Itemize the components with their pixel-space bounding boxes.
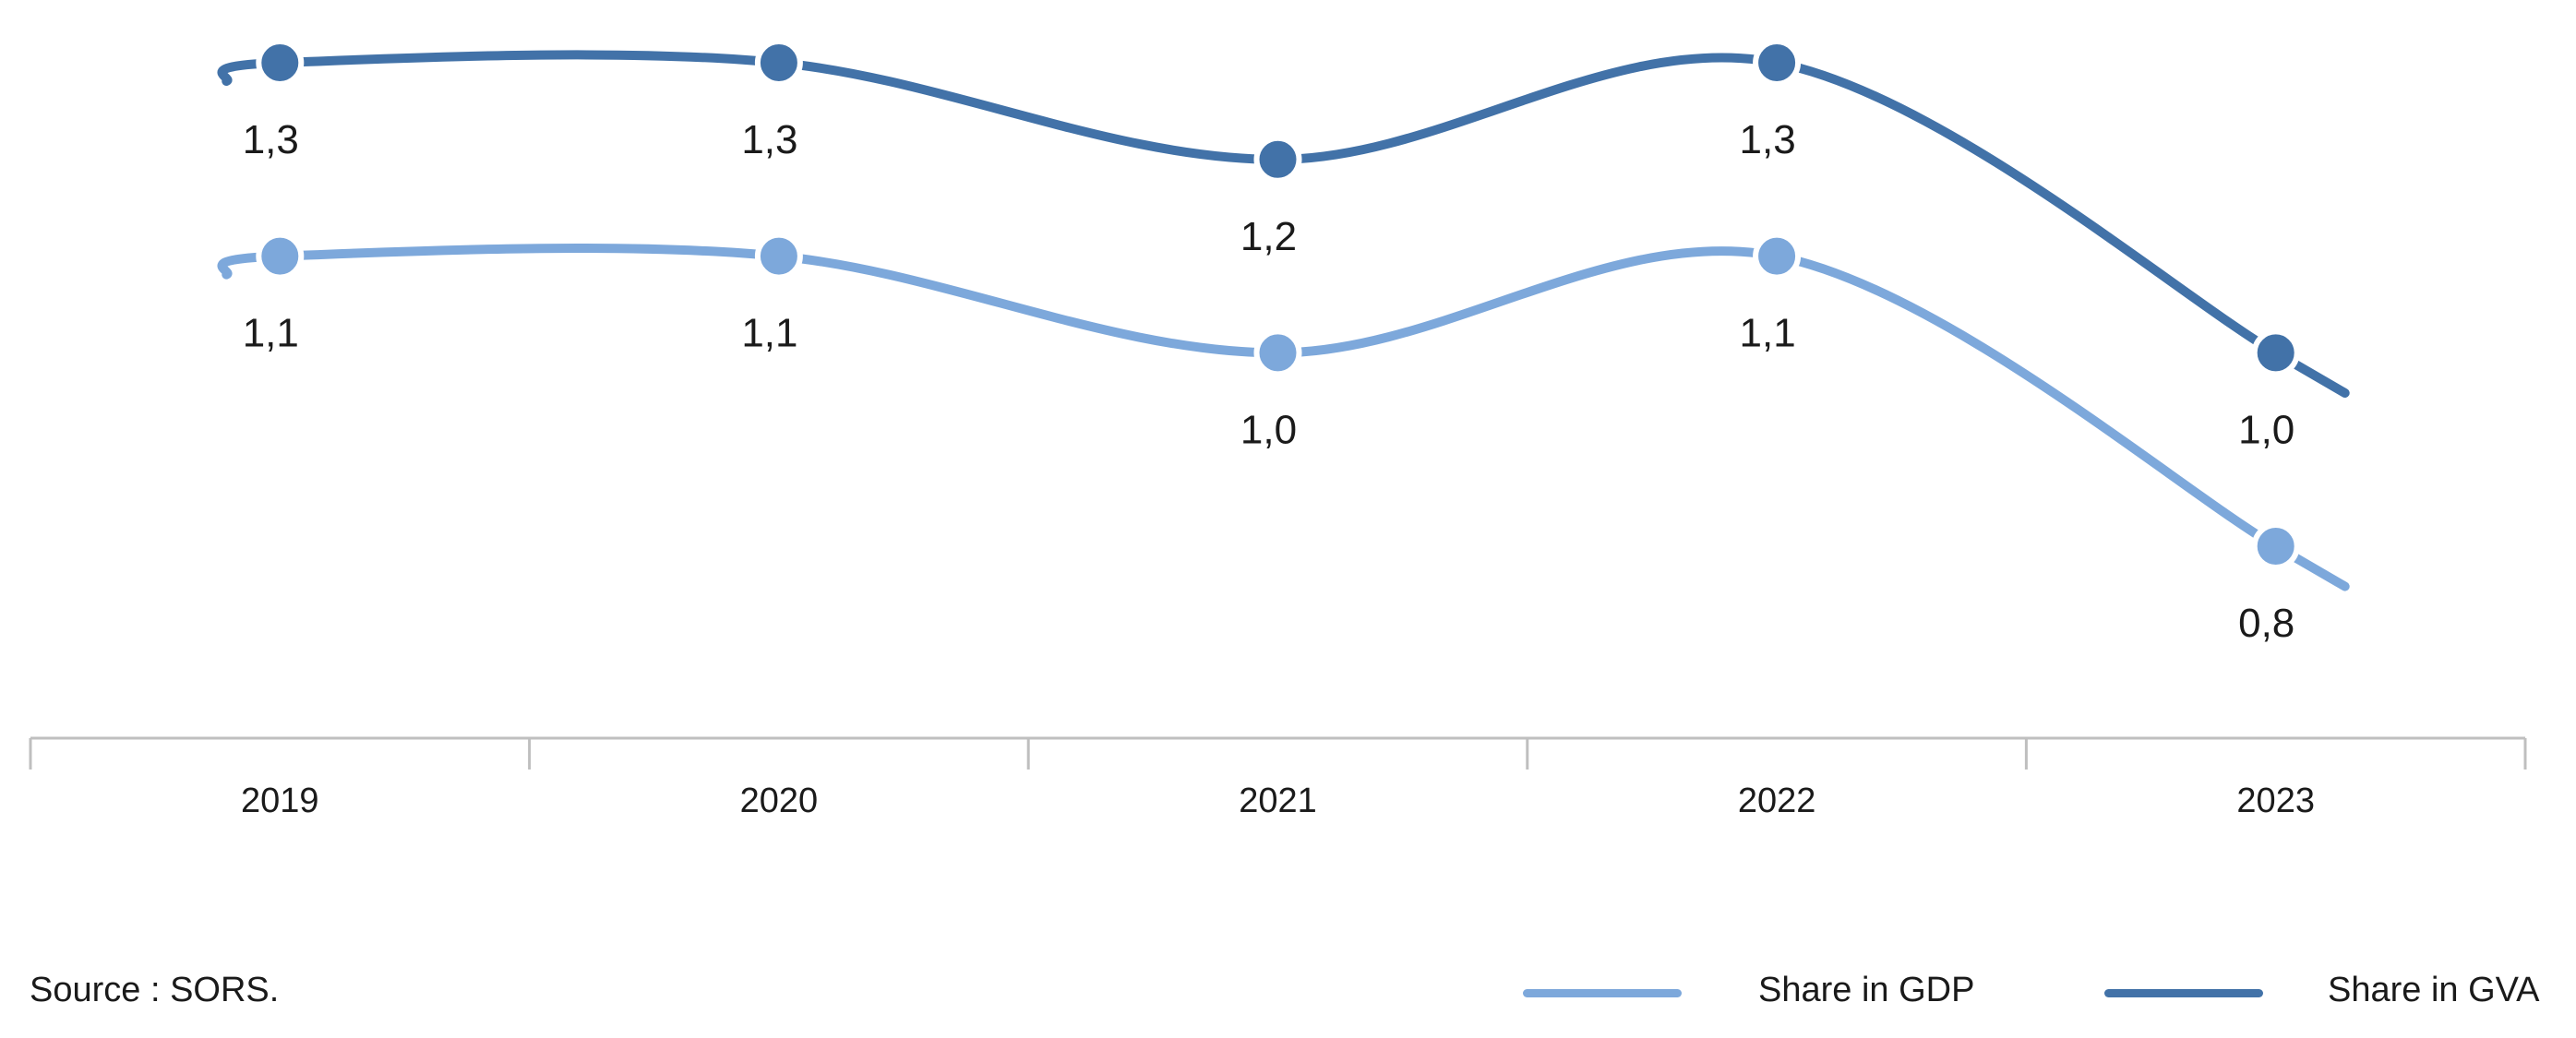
data-point-share-in-gdp xyxy=(1753,232,1802,280)
legend-label-gdp: Share in GDP xyxy=(1758,971,1975,1009)
data-label-share-in-gdp: 1,1 xyxy=(243,311,299,356)
legend-swatch-gdp xyxy=(1523,989,1682,997)
data-label-share-in-gdp: 1,1 xyxy=(1740,311,1796,356)
data-point-share-in-gdp xyxy=(754,232,803,280)
x-tick-label: 2023 xyxy=(2236,781,2315,820)
x-tick-label: 2019 xyxy=(241,781,319,820)
data-point-share-in-gva xyxy=(1753,39,1802,87)
data-label-share-in-gva: 1,3 xyxy=(741,117,797,162)
data-point-share-in-gva xyxy=(1253,135,1302,184)
source-note: Source : SORS. xyxy=(30,971,280,1009)
data-point-share-in-gdp xyxy=(1253,328,1302,377)
legend-label-gva: Share in GVA xyxy=(2328,971,2540,1009)
data-label-share-in-gva: 1,3 xyxy=(1740,117,1796,162)
data-label-share-in-gdp: 1,1 xyxy=(741,311,797,356)
data-label-share-in-gva: 1,0 xyxy=(2238,407,2294,452)
data-label-share-in-gdp: 1,0 xyxy=(1240,407,1297,452)
data-label-share-in-gdp: 0,8 xyxy=(2238,601,2294,646)
data-point-share-in-gva xyxy=(2251,328,2300,377)
data-label-share-in-gva: 1,2 xyxy=(1240,214,1297,259)
data-point-share-in-gva xyxy=(256,39,305,87)
x-tick-label: 2021 xyxy=(1239,781,1317,820)
legend-swatch-gva xyxy=(2104,989,2263,997)
data-label-share-in-gva: 1,3 xyxy=(243,117,299,162)
x-tick-label: 2022 xyxy=(1738,781,1816,820)
data-point-share-in-gdp xyxy=(256,232,305,280)
data-point-share-in-gva xyxy=(754,39,803,87)
x-tick-label: 2020 xyxy=(740,781,819,820)
data-point-share-in-gdp xyxy=(2251,522,2300,570)
